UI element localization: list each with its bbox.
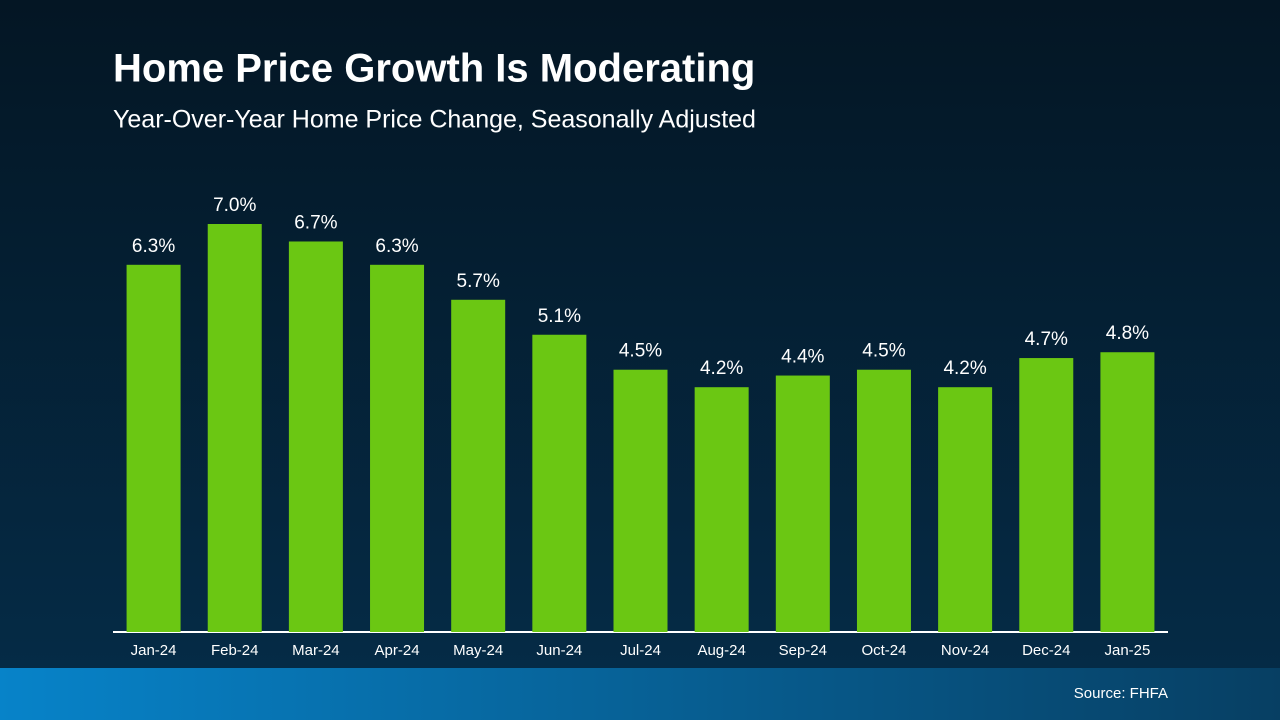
value-label: 6.7%: [294, 213, 337, 234]
x-tick-label: Sep-24: [779, 642, 827, 659]
value-label: 4.7%: [1025, 329, 1068, 350]
x-tick-label: Oct-24: [861, 642, 906, 659]
value-label: 4.5%: [862, 341, 905, 362]
x-tick-label: Jul-24: [620, 642, 661, 659]
x-tick-label: May-24: [453, 642, 503, 659]
value-label: 4.5%: [619, 341, 662, 362]
bar: [775, 375, 830, 632]
x-tick-label: Mar-24: [292, 642, 340, 659]
value-label: 6.3%: [375, 236, 418, 257]
x-tick-label: Nov-24: [941, 642, 989, 659]
value-label: 7.0%: [213, 195, 256, 216]
value-label: 5.7%: [457, 271, 500, 292]
chart-subtitle: Year-Over-Year Home Price Change, Season…: [113, 106, 756, 134]
x-tick-label: Jan-24: [131, 642, 177, 659]
bar: [694, 387, 749, 632]
x-tick-label: Aug-24: [697, 642, 745, 659]
bar: [1019, 358, 1074, 632]
x-tick-label: Jun-24: [536, 642, 582, 659]
bar: [1100, 352, 1155, 632]
bar: [938, 387, 993, 632]
chart-title: Home Price Growth Is Moderating: [113, 47, 755, 91]
value-label: 5.1%: [538, 306, 581, 327]
x-tick-label: Feb-24: [211, 642, 259, 659]
bar: [532, 334, 587, 632]
bar: [856, 369, 911, 632]
value-label: 6.3%: [132, 236, 175, 257]
footer-band: [0, 668, 1280, 720]
bar: [370, 264, 425, 632]
bar: [451, 299, 506, 632]
bar: [126, 264, 181, 632]
x-tick-label: Apr-24: [375, 642, 420, 659]
source: Source: FHFA: [1074, 685, 1168, 702]
value-label: 4.2%: [943, 358, 986, 379]
value-label: 4.2%: [700, 358, 743, 379]
value-label: 4.8%: [1106, 323, 1149, 344]
x-tick-label: Jan-25: [1104, 642, 1150, 659]
bar: [288, 241, 343, 632]
x-tick-label: Dec-24: [1022, 642, 1070, 659]
bar: [613, 369, 668, 632]
value-label: 4.4%: [781, 347, 824, 368]
bar: [207, 224, 262, 632]
